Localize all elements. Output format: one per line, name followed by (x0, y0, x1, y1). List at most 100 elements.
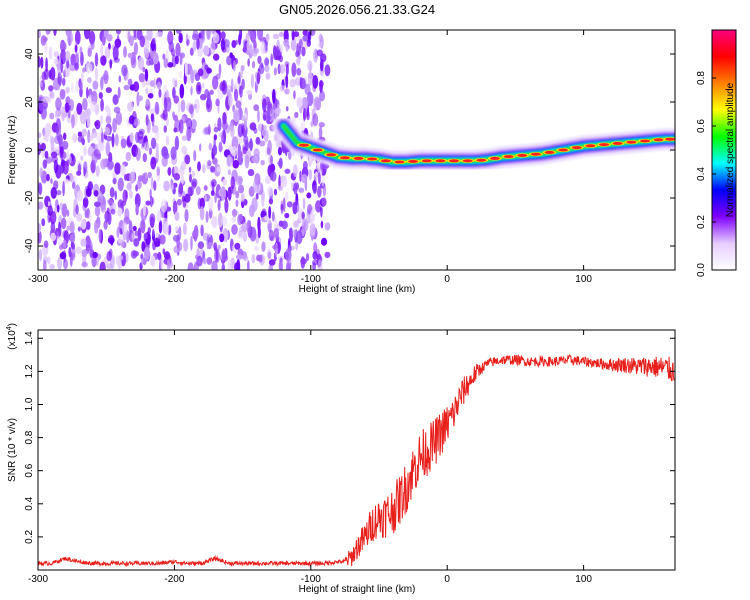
noise-blob (80, 155, 84, 161)
noise-blob (187, 262, 194, 270)
noise-blob (77, 131, 83, 137)
noise-blob (197, 197, 202, 210)
noise-blob (83, 161, 88, 174)
noise-blob (104, 105, 110, 113)
noise-blob (279, 85, 285, 92)
noise-blob (161, 258, 164, 270)
noise-blob (318, 126, 323, 139)
noise-blob (233, 108, 240, 122)
snr-background (38, 330, 675, 570)
noise-blob (285, 261, 291, 270)
noise-blob (103, 220, 108, 230)
noise-blob (208, 142, 213, 151)
noise-blob (55, 125, 60, 135)
noise-blob (120, 164, 126, 176)
snr-frame (37, 329, 676, 571)
noise-blob (257, 216, 261, 232)
noise-blob (275, 45, 280, 57)
noise-blob (229, 156, 234, 167)
noise-blob (264, 57, 270, 67)
noise-blob (257, 123, 264, 132)
noise-blob (53, 51, 60, 58)
noise-blob (279, 64, 286, 74)
noise-blob (249, 122, 257, 131)
noise-blob (145, 98, 149, 108)
noise-blob (263, 125, 267, 131)
noise-blob (301, 211, 305, 220)
noise-blob (273, 227, 280, 239)
noise-blob (261, 129, 267, 137)
noise-blob (293, 200, 300, 214)
noise-blob (186, 117, 193, 130)
noise-blob (237, 184, 245, 194)
ridge-peak (476, 158, 487, 162)
noise-blob (285, 45, 289, 52)
noise-blob (184, 209, 189, 223)
noise-blob (43, 96, 50, 103)
noise-blob (294, 111, 299, 119)
noise-blob (129, 115, 135, 125)
noise-blob (201, 82, 205, 89)
noise-blob (156, 166, 161, 177)
noise-blob (45, 57, 48, 73)
noise-blob (299, 76, 303, 89)
noise-blob (239, 85, 243, 98)
noise-blob (217, 117, 222, 132)
noise-blob (144, 47, 150, 59)
noise-blob (317, 185, 322, 198)
noise-blob (197, 161, 201, 172)
noise-blob (302, 160, 308, 170)
noise-blob (206, 30, 211, 40)
noise-blob (130, 249, 138, 259)
noise-blob (155, 105, 160, 115)
noise-blob (316, 159, 320, 170)
noise-blob (76, 170, 82, 176)
noise-blob (158, 88, 162, 98)
noise-blob (174, 211, 180, 222)
noise-blob (45, 30, 51, 35)
noise-blob (100, 115, 104, 124)
noise-blob (71, 114, 75, 129)
noise-blob (301, 96, 309, 111)
noise-blob (163, 97, 168, 111)
noise-blob (198, 143, 202, 152)
noise-blob (142, 66, 146, 73)
noise-blob (318, 121, 325, 128)
noise-blob (62, 132, 67, 141)
noise-blob (281, 180, 287, 188)
noise-blob (178, 242, 183, 252)
noise-blob (100, 76, 104, 90)
noise-blob (184, 193, 191, 203)
noise-blob (257, 30, 264, 41)
noise-blob (244, 112, 247, 119)
noise-blob (94, 121, 98, 127)
noise-blob (238, 33, 242, 46)
noise-blob (264, 215, 269, 221)
y-tick-label: 20 (24, 96, 35, 108)
noise-blob (105, 87, 112, 94)
noise-blob (133, 118, 140, 127)
noise-blob (207, 242, 213, 250)
noise-blob (165, 135, 170, 146)
snr-panel: -300 -200 -100 0 100 0.2 0.4 0.6 0.8 1.0 1.2 1.4 H… (6, 323, 676, 595)
noise-blob (123, 84, 130, 91)
noise-blob (268, 259, 276, 266)
noise-blob (172, 234, 180, 242)
noise-blob (175, 42, 181, 58)
noise-blob (133, 34, 138, 41)
noise-blob (150, 176, 154, 190)
noise-blob (272, 45, 277, 59)
noise-blob (50, 177, 53, 185)
noise-blob (98, 228, 102, 243)
noise-blob (147, 92, 154, 99)
noise-blob (94, 52, 99, 67)
colorbar-ticks: 0.0 0.2 0.4 0.6 0.8 (696, 71, 716, 277)
noise-blob (241, 222, 249, 233)
noise-blob (49, 263, 55, 270)
noise-blob (149, 216, 155, 229)
y-tick-label: 1.0 (24, 397, 35, 411)
noise-blob (216, 166, 221, 173)
noise-blob (301, 173, 308, 184)
noise-blob (38, 203, 41, 209)
noise-blob (172, 200, 178, 215)
